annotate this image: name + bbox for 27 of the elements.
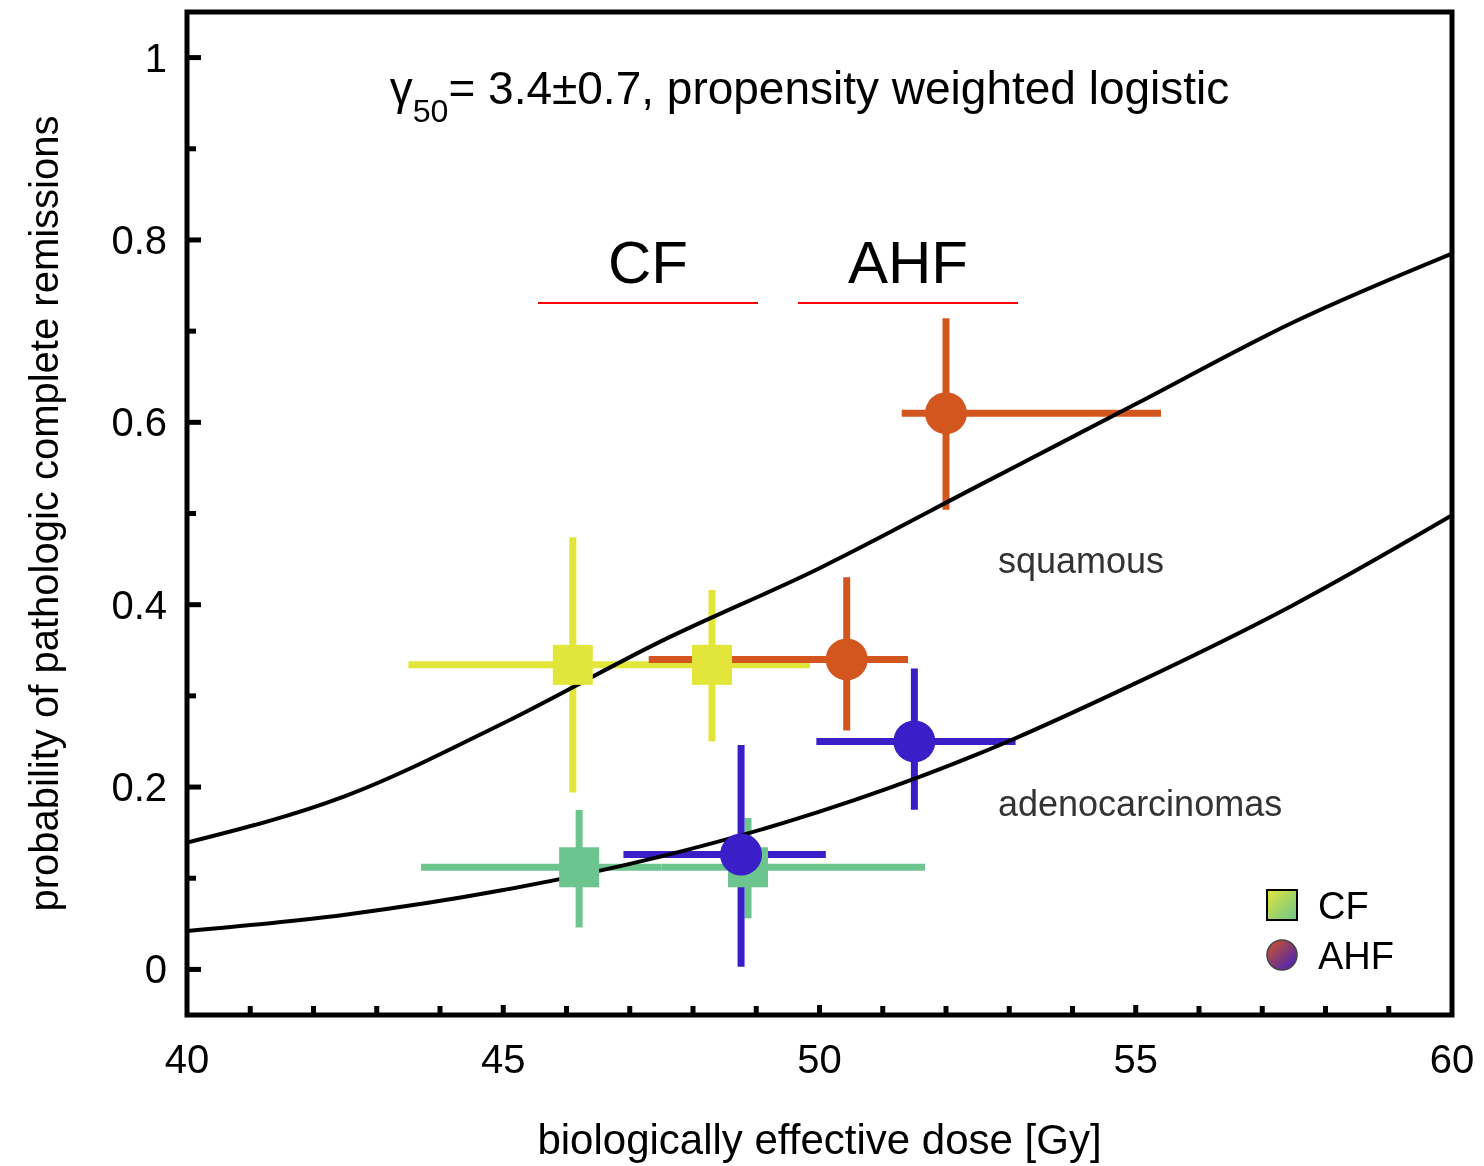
annotation: CF	[608, 229, 688, 296]
point	[720, 833, 763, 876]
y-tick-label: 0.2	[111, 765, 167, 810]
legend-label: CF	[1318, 885, 1369, 927]
y-tick-label: 0	[144, 947, 167, 992]
point	[825, 638, 868, 681]
x-tick-label: 40	[164, 1037, 210, 1081]
x-tick-label: 45	[481, 1037, 526, 1081]
annotation: adenocarcinomas	[998, 783, 1283, 824]
x-tick-label: 60	[1429, 1037, 1475, 1081]
x-tick-label: 50	[797, 1037, 842, 1081]
y-tick-label: 0.6	[111, 400, 167, 445]
point	[559, 847, 600, 888]
x-tick-label: 55	[1113, 1037, 1158, 1081]
annotation: squamous	[998, 540, 1165, 581]
text: γ$_{50}$= 3.4±0.7, propensity weighted logistic	[389, 62, 1230, 129]
x-axis-title: biologically effective dose [Gy]	[537, 1116, 1102, 1163]
point	[552, 644, 593, 685]
legend-label: AHF	[1318, 935, 1394, 977]
y-tick-label: 0.4	[111, 582, 167, 627]
y-tick-label: 1	[144, 35, 167, 80]
annotation: AHF	[848, 229, 968, 296]
y-tick-label: 0.8	[111, 217, 167, 262]
point	[691, 644, 732, 685]
point	[925, 392, 967, 435]
point	[893, 720, 936, 763]
y-axis-title: probability of pathologic complete remissions	[22, 115, 66, 912]
